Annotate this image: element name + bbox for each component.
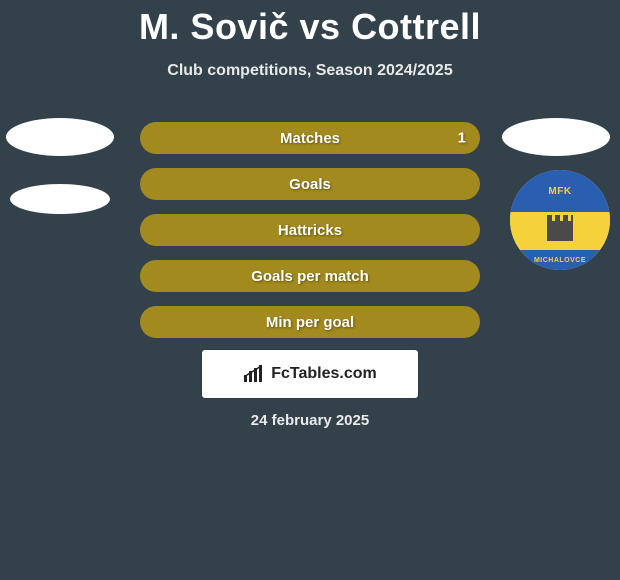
stats-list: Matches 1 Goals Hattricks Goals per matc… (140, 122, 480, 338)
header: M. Sovič vs Cottrell Club competitions, … (0, 0, 620, 80)
castle-icon (547, 221, 573, 241)
subtitle: Club competitions, Season 2024/2025 (0, 62, 620, 80)
vs-separator: vs (300, 6, 341, 47)
right-player-avatar (502, 118, 610, 156)
stat-value-right: 1 (458, 130, 466, 147)
crest-top: MFK (510, 170, 610, 212)
left-avatar-stack (6, 118, 114, 214)
fctables-brand-text: FcTables.com (271, 365, 377, 383)
stat-label: Matches (280, 130, 340, 147)
stat-label: Min per goal (266, 314, 354, 331)
generated-date: 24 february 2025 (251, 412, 369, 429)
player-right-name: Cottrell (351, 6, 481, 47)
stat-row-min-per-goal: Min per goal (140, 306, 480, 338)
crest-top-text: MFK (548, 186, 571, 197)
stat-label: Hattricks (278, 222, 342, 239)
stat-row-goals: Goals (140, 168, 480, 200)
stat-row-goals-per-match: Goals per match (140, 260, 480, 292)
bar-chart-icon (243, 365, 265, 383)
fctables-link[interactable]: FcTables.com (202, 350, 418, 398)
left-player-avatar-1 (6, 118, 114, 156)
club-crest: MFK MICHALOVCE (510, 170, 610, 270)
crest-mid (510, 212, 610, 250)
page-title: M. Sovič vs Cottrell (0, 6, 620, 48)
stat-label: Goals per match (251, 268, 369, 285)
crest-bottom: MICHALOVCE (510, 250, 610, 270)
player-left-name: M. Sovič (139, 6, 289, 47)
stat-row-matches: Matches 1 (140, 122, 480, 154)
stat-row-hattricks: Hattricks (140, 214, 480, 246)
crest-bottom-text: MICHALOVCE (534, 257, 586, 264)
left-player-avatar-2 (10, 184, 110, 214)
stat-label: Goals (289, 176, 331, 193)
